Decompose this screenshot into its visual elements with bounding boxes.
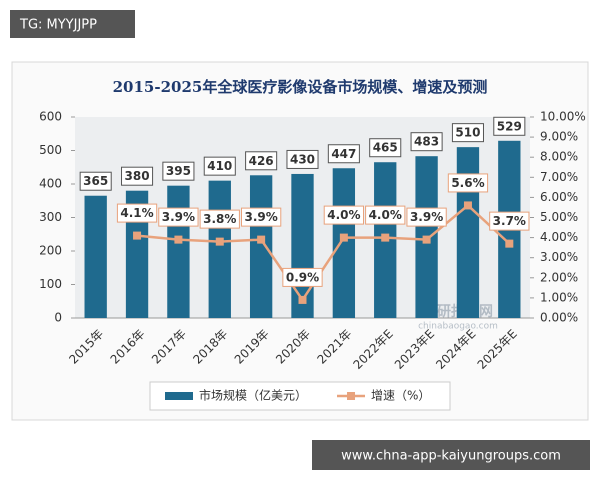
growth-marker [257,235,266,244]
bar-label: 510 [455,126,480,140]
y-tick-label: 200 [39,244,62,258]
chart-title: 2015-2025年全球医疗影像设备市场规模、增速及预测 [113,78,488,96]
tag-box [10,10,135,38]
y-tick-label: 0 [54,311,62,325]
y2-tick-label: 6.00% [540,190,578,204]
url-text: www.chna-app-kaiyungroups.com [341,449,561,464]
bar [84,195,107,318]
bar [249,175,273,318]
growth-marker [174,235,183,244]
url-box [312,440,590,470]
bar-label: 395 [166,164,191,178]
y2-tick-label: 7.00% [540,170,578,184]
watermark-site: chinabaogao.com [418,322,498,332]
y2-tick-label: 1.00% [540,290,578,304]
line-label-box [489,211,530,231]
line-label: 4.0% [369,208,402,222]
bar-label: 365 [83,174,108,188]
y2-tick-label: 4.00% [540,230,578,244]
y-tick-label: 100 [39,277,62,291]
bar-label: 380 [125,169,150,183]
line-label: 5.6% [451,176,484,190]
bar [167,185,190,318]
bar-label-box [245,151,278,171]
line-label: 3.9% [410,210,443,224]
bar-label: 426 [249,154,274,168]
bar-label: 529 [497,119,522,133]
line-label: 3.7% [493,214,526,228]
bar-label: 410 [207,159,232,173]
line-label-box [199,209,240,229]
legend-box [149,381,451,411]
line-label: 3.9% [162,210,195,224]
legend-label: 市场规模（亿美元） [199,388,307,403]
y-tick-label: 300 [39,210,62,224]
bar-label-box [286,149,319,169]
line-label: 3.9% [244,210,277,224]
bar-label-box [162,161,195,181]
legend-swatch [165,392,193,400]
growth-marker [133,231,142,240]
growth-line [136,203,511,303]
line-label-box [240,207,282,227]
legend-swatch [347,392,356,400]
bar-label-box [451,123,484,143]
growth-marker [381,233,390,242]
growth-marker [215,237,224,246]
y-tick-label: 500 [39,143,62,157]
y2-tick-label: 0.00% [540,311,578,325]
line-label-box [406,207,447,227]
bar-label-box [493,116,526,136]
y-tick-label: 600 [39,110,62,124]
bar-label-box [79,171,112,191]
line-label-box [447,173,489,193]
y2-tick-label: 8.00% [540,150,578,164]
y2-tick-label: 3.00% [540,250,578,264]
y2-tick-label: 9.00% [540,130,578,144]
bar [332,168,356,318]
y2-tick-label: 5.00% [540,210,578,224]
bar-label: 430 [290,152,315,166]
bar [456,147,480,318]
growth-marker [339,233,348,242]
growth-marker [463,201,472,210]
bar-label-box [410,132,443,152]
y-tick-label: 400 [39,177,62,191]
line-label-box [158,207,199,227]
line-label: 4.0% [327,208,360,222]
y2-tick-label: 2.00% [540,270,578,284]
line-label: 0.9% [286,270,319,284]
bar-label-box [369,138,402,158]
growth-marker [422,235,431,244]
line-label-box [365,205,406,225]
bar-label: 465 [373,141,398,155]
growth-marker [298,295,307,304]
bar-label-box [327,144,360,164]
bar [208,180,231,318]
line-label: 3.8% [203,212,236,226]
bar-label-box [121,166,154,186]
bar-label: 447 [331,147,356,161]
line-label-box [323,205,365,225]
line-label: 4.1% [120,206,153,220]
line-label-box [116,203,158,223]
tag-text: TG: MYYJJPP [19,18,97,33]
bar-label: 483 [414,135,439,149]
y2-tick-label: 10.00% [540,110,586,124]
legend-label: 增速（%） [371,389,430,403]
bar-label-box [203,156,236,176]
growth-marker [505,239,514,248]
line-label-box [282,267,323,287]
